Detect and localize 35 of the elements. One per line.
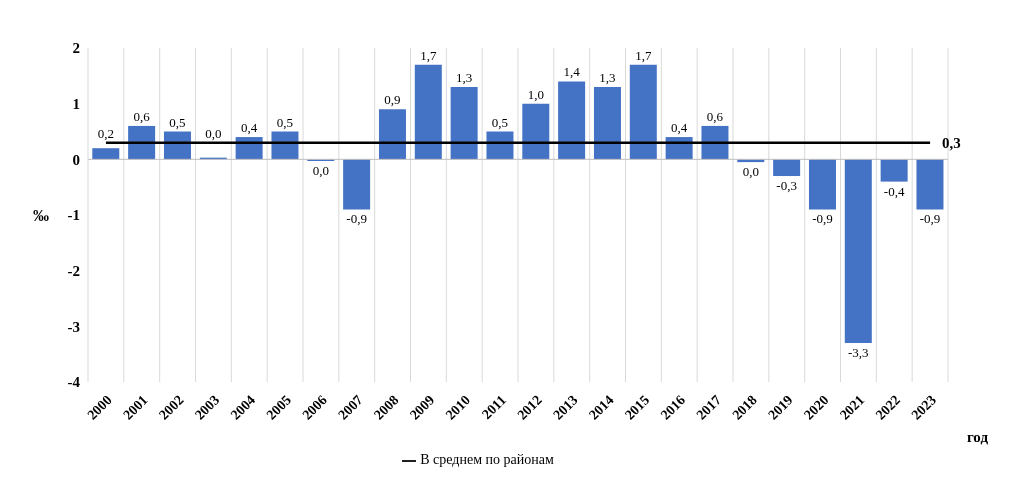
data-label: 0,0 [312, 163, 329, 178]
data-label: -0,9 [812, 211, 833, 227]
data-label: -0,9 [919, 211, 941, 227]
data-label: -0,9 [346, 211, 367, 227]
data-label: 0,0 [742, 164, 759, 180]
y-tick-label: 1 [72, 95, 80, 112]
y-tick-label: 2 [72, 40, 80, 57]
data-label: 1,0 [527, 86, 544, 102]
data-label: 1,4 [563, 64, 581, 80]
data-label: 0,6 [706, 108, 724, 124]
data-label: 0,9 [384, 92, 401, 108]
data-label: 0,5 [169, 114, 186, 130]
data-label: 1,3 [599, 69, 616, 85]
legend-label: В среднем по районам [420, 452, 554, 467]
data-label: 1,3 [456, 69, 473, 85]
y-axis-title: ‰ [33, 206, 49, 224]
data-label: 0,4 [671, 120, 688, 136]
data-label: -0,3 [776, 178, 797, 194]
data-label: -3,3 [848, 345, 869, 361]
y-tick-label: -1 [67, 207, 80, 224]
data-label: 0,6 [133, 108, 151, 124]
y-tick-label: -3 [67, 318, 80, 335]
y-tick-label: -2 [67, 262, 80, 279]
y-tick-label: -4 [67, 374, 81, 391]
data-label: -0,4 [883, 183, 905, 199]
data-label: 0,3 [942, 134, 961, 151]
x-axis-title: год [966, 429, 989, 445]
data-label: 0,0 [205, 125, 222, 141]
data-label: 0,5 [491, 114, 509, 130]
y-tick-label: 0 [72, 151, 80, 168]
data-label: 0,5 [276, 114, 294, 130]
data-label: 1,7 [420, 47, 437, 63]
data-label: 0,2 [97, 125, 114, 141]
data-label: 0,4 [241, 120, 258, 136]
data-label: 1,7 [635, 47, 652, 63]
